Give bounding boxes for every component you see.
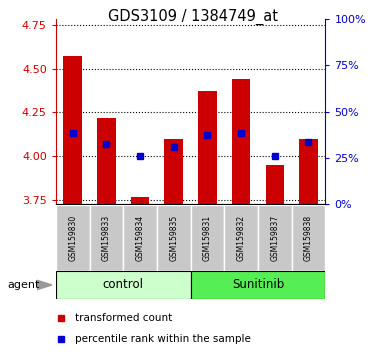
Text: Sunitinib: Sunitinib	[232, 279, 284, 291]
Text: GSM159830: GSM159830	[68, 215, 77, 261]
Text: GSM159838: GSM159838	[304, 215, 313, 261]
Bar	[198, 91, 217, 204]
Text: transformed count: transformed count	[75, 313, 172, 323]
Bar	[191, 271, 325, 299]
Text: control: control	[103, 279, 144, 291]
Text: GSM159834: GSM159834	[136, 215, 144, 261]
Bar	[258, 205, 292, 271]
Text: agent: agent	[8, 280, 40, 290]
Bar	[97, 118, 115, 204]
Text: GSM159832: GSM159832	[237, 215, 246, 261]
Bar	[224, 205, 258, 271]
Bar	[131, 196, 149, 204]
Polygon shape	[37, 280, 52, 290]
Bar	[191, 205, 224, 271]
Text: GSM159835: GSM159835	[169, 215, 178, 261]
Text: GSM159831: GSM159831	[203, 215, 212, 261]
Bar	[123, 205, 157, 271]
Bar	[56, 271, 191, 299]
Bar	[157, 205, 191, 271]
Text: GDS3109 / 1384749_at: GDS3109 / 1384749_at	[107, 9, 278, 25]
Bar	[292, 205, 325, 271]
Bar	[164, 139, 183, 204]
Text: GSM159837: GSM159837	[270, 215, 279, 261]
Text: GSM159833: GSM159833	[102, 215, 111, 261]
Text: percentile rank within the sample: percentile rank within the sample	[75, 334, 251, 344]
Bar	[232, 79, 250, 204]
Bar	[266, 165, 284, 204]
Bar	[299, 139, 318, 204]
Bar	[56, 205, 89, 271]
Bar	[64, 56, 82, 204]
Bar	[89, 205, 123, 271]
